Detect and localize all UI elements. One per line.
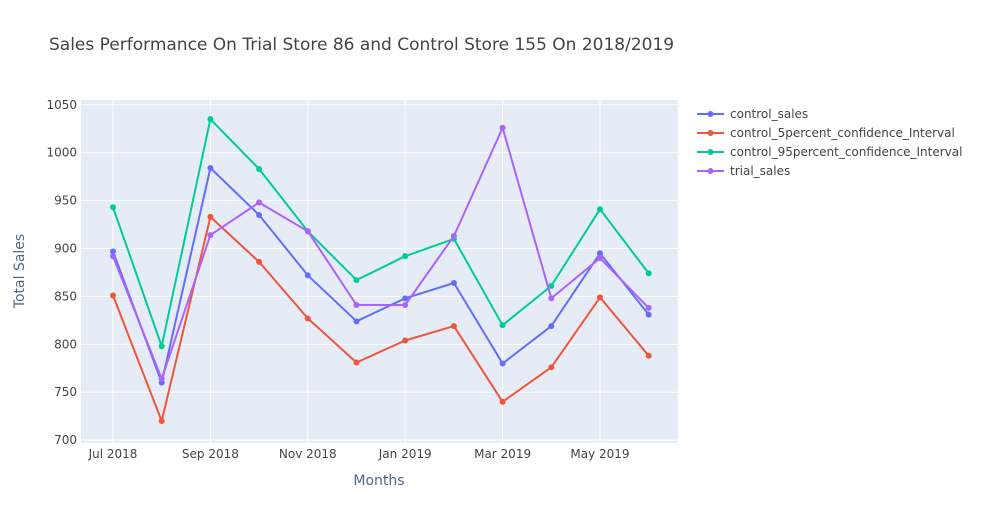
data-point[interactable] — [499, 124, 506, 131]
data-point[interactable] — [207, 116, 214, 123]
x-tick-label: Jul 2018 — [88, 447, 138, 461]
data-point[interactable] — [450, 323, 457, 330]
data-point[interactable] — [207, 165, 214, 172]
x-axis-ticks: Jul 2018 Sep 2018 Nov 2018 Jan 2019 Mar 2019… — [88, 447, 630, 461]
series-line — [112, 167, 650, 384]
data-point[interactable] — [499, 322, 506, 329]
legend[interactable]: control_sales control_5percent_confidence… — [697, 107, 962, 178]
legend-swatch-marker — [707, 149, 714, 155]
data-point[interactable] — [402, 337, 409, 344]
legend-item[interactable]: control_95percent_confidence_Interval — [697, 145, 962, 159]
x-tick-label: May 2019 — [570, 447, 629, 461]
x-tick-label: Nov 2018 — [279, 447, 337, 461]
data-point[interactable] — [110, 292, 116, 299]
data-point[interactable] — [402, 253, 409, 260]
series-layer — [110, 116, 652, 424]
data-point[interactable] — [256, 165, 263, 172]
y-tick-label: 850 — [54, 289, 77, 303]
y-tick-label: 800 — [54, 337, 77, 351]
legend-item[interactable]: control_5percent_confidence_Interval — [697, 126, 955, 140]
legend-label: control_95percent_confidence_Interval — [730, 145, 962, 159]
data-point[interactable] — [256, 211, 263, 218]
y-tick-label: 700 — [54, 433, 77, 447]
y-tick-label: 950 — [54, 194, 77, 208]
data-point[interactable] — [207, 232, 214, 239]
legend-swatch-marker — [707, 111, 714, 117]
data-point[interactable] — [597, 250, 603, 257]
data-point[interactable] — [645, 352, 652, 359]
legend-swatch-marker — [707, 130, 714, 136]
data-point[interactable] — [110, 204, 116, 211]
data-point[interactable] — [548, 364, 555, 371]
data-point[interactable] — [597, 294, 603, 301]
data-point[interactable] — [450, 279, 457, 286]
y-axis-ticks: 700 750 800 850 900 950 1000 1050 — [46, 98, 77, 447]
y-tick-label: 1050 — [46, 98, 77, 112]
chart-title: Sales Performance On Trial Store 86 and … — [49, 35, 674, 55]
y-tick-label: 1000 — [46, 146, 77, 160]
data-point[interactable] — [110, 248, 116, 255]
data-point[interactable] — [645, 304, 652, 311]
data-point[interactable] — [353, 359, 360, 366]
data-point[interactable] — [158, 343, 165, 350]
x-tick-label: Sep 2018 — [182, 447, 239, 461]
data-point[interactable] — [207, 213, 214, 220]
data-point[interactable] — [597, 255, 603, 262]
data-point[interactable] — [645, 270, 652, 277]
data-point[interactable] — [304, 315, 311, 322]
legend-label: control_sales — [730, 107, 808, 121]
data-point[interactable] — [110, 253, 116, 260]
legend-swatch-marker — [707, 168, 714, 174]
legend-item[interactable]: trial_sales — [697, 164, 790, 178]
data-point[interactable] — [353, 318, 360, 325]
data-point[interactable] — [353, 277, 360, 284]
data-point[interactable] — [645, 311, 652, 318]
series-control_5percent_confidence_Interval — [110, 213, 652, 424]
data-point[interactable] — [353, 302, 360, 309]
data-point[interactable] — [450, 233, 457, 240]
series-line — [112, 118, 650, 348]
y-tick-label: 750 — [54, 385, 77, 399]
data-point[interactable] — [499, 398, 506, 405]
data-point[interactable] — [304, 228, 311, 235]
legend-label: control_5percent_confidence_Interval — [730, 126, 955, 140]
x-tick-label: Mar 2019 — [474, 447, 531, 461]
data-point[interactable] — [256, 199, 263, 206]
data-point[interactable] — [402, 302, 409, 309]
data-point[interactable] — [158, 417, 165, 424]
series-control_sales — [110, 165, 652, 386]
x-tick-label: Jan 2019 — [378, 447, 432, 461]
series-line — [112, 126, 650, 380]
x-axis-title: Months — [353, 473, 404, 489]
data-point[interactable] — [548, 323, 555, 330]
y-axis-title: Total Sales — [12, 234, 28, 309]
legend-item[interactable]: control_sales — [697, 107, 808, 121]
data-point[interactable] — [402, 295, 409, 302]
series-trial_sales — [110, 124, 652, 382]
series-line — [112, 215, 650, 422]
data-point[interactable] — [548, 282, 555, 289]
data-point[interactable] — [304, 272, 311, 279]
legend-label: trial_sales — [730, 164, 790, 178]
data-point[interactable] — [597, 206, 603, 213]
data-point[interactable] — [548, 295, 555, 302]
y-tick-label: 900 — [54, 242, 77, 256]
data-point[interactable] — [499, 360, 506, 367]
data-point[interactable] — [256, 258, 263, 265]
data-point[interactable] — [158, 375, 165, 382]
plot-area — [81, 100, 678, 443]
